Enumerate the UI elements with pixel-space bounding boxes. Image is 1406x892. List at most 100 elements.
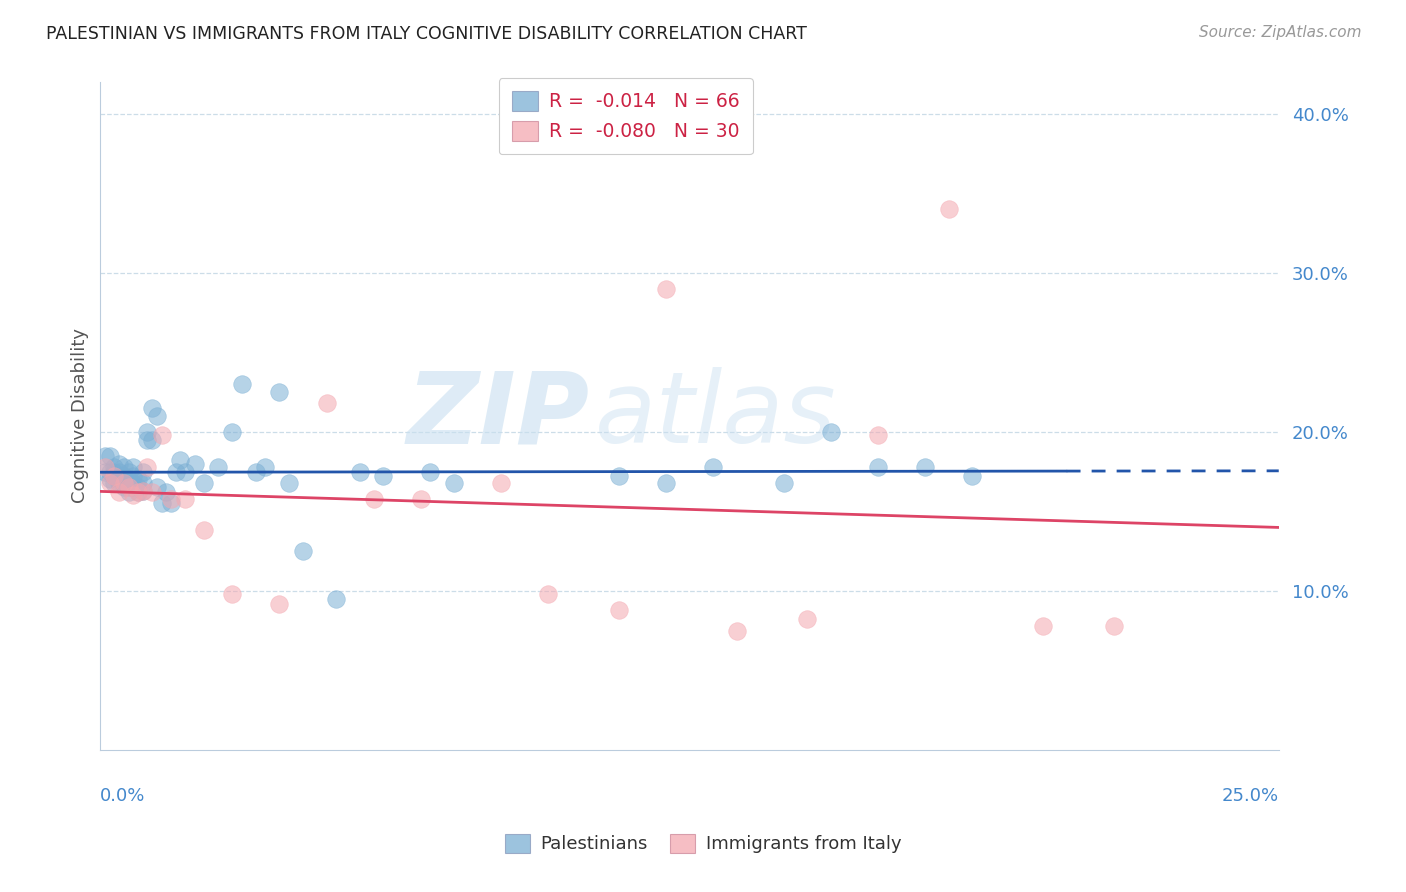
Point [103,469,125,483]
Point [117,475,139,490]
Point [150,496,173,510]
Point [174,491,197,506]
Point [868,428,890,442]
Point [169,453,191,467]
Point [132,475,155,490]
Point [112,469,135,483]
Point [537,587,560,601]
Point [772,475,794,490]
Point [363,491,385,506]
Point [98,473,121,487]
Point [122,459,145,474]
Point [103,465,125,479]
Point [122,488,145,502]
Point [94,459,117,474]
Point [155,485,177,500]
Point [245,465,267,479]
Point [122,469,145,483]
Point [349,465,371,479]
Point [136,433,159,447]
Point [1032,619,1054,633]
Point [868,459,890,474]
Point [269,597,291,611]
Point [702,459,724,474]
Point [112,459,135,474]
Point [136,459,159,474]
Point [117,485,139,500]
Point [112,480,135,494]
Point [127,485,149,500]
Text: ZIP: ZIP [406,368,589,465]
Point [108,465,131,479]
Point [725,624,748,638]
Text: 25.0%: 25.0% [1222,787,1278,805]
Point [94,465,117,479]
Text: 0.0%: 0.0% [100,787,146,805]
Point [146,480,169,494]
Point [231,377,253,392]
Point [607,469,630,483]
Point [254,459,277,474]
Point [127,473,149,487]
Point [165,465,187,479]
Point [103,459,125,474]
Point [108,457,131,471]
Point [315,396,337,410]
Point [160,491,183,506]
Point [108,485,131,500]
Point [914,459,936,474]
Point [103,475,125,490]
Point [796,612,818,626]
Point [938,202,960,216]
Point [269,384,291,399]
Point [136,425,159,439]
Point [98,475,121,490]
Point [132,483,155,498]
Point [221,425,243,439]
Point [489,475,512,490]
Text: Source: ZipAtlas.com: Source: ZipAtlas.com [1198,25,1361,40]
Point [98,465,121,479]
Text: PALESTINIAN VS IMMIGRANTS FROM ITALY COGNITIVE DISABILITY CORRELATION CHART: PALESTINIAN VS IMMIGRANTS FROM ITALY COG… [46,25,807,43]
Legend: R =  -0.014   N = 66, R =  -0.080   N = 30: R = -0.014 N = 66, R = -0.080 N = 30 [499,78,754,154]
Point [132,465,155,479]
Point [146,409,169,423]
Point [325,591,347,606]
Point [98,449,121,463]
Point [94,449,117,463]
Point [122,480,145,494]
Point [112,475,135,490]
Point [207,459,229,474]
Point [820,425,842,439]
Point [655,475,678,490]
Point [141,485,163,500]
Point [108,469,131,483]
Point [1102,619,1125,633]
Point [174,465,197,479]
Point [117,465,139,479]
Point [117,480,139,494]
Point [112,475,135,490]
Point [443,475,465,490]
Point [409,491,432,506]
Point [193,524,215,538]
Y-axis label: Cognitive Disability: Cognitive Disability [72,328,89,503]
Point [160,496,183,510]
Point [132,483,155,498]
Point [607,603,630,617]
Point [183,457,205,471]
Point [655,282,678,296]
Text: atlas: atlas [595,368,837,465]
Point [193,475,215,490]
Point [127,480,149,494]
Point [117,480,139,494]
Point [122,475,145,490]
Legend: Palestinians, Immigrants from Italy: Palestinians, Immigrants from Italy [498,826,908,861]
Point [277,475,299,490]
Point [141,401,163,415]
Point [221,587,243,601]
Point [108,475,131,490]
Point [103,469,125,483]
Point [419,465,441,479]
Point [141,433,163,447]
